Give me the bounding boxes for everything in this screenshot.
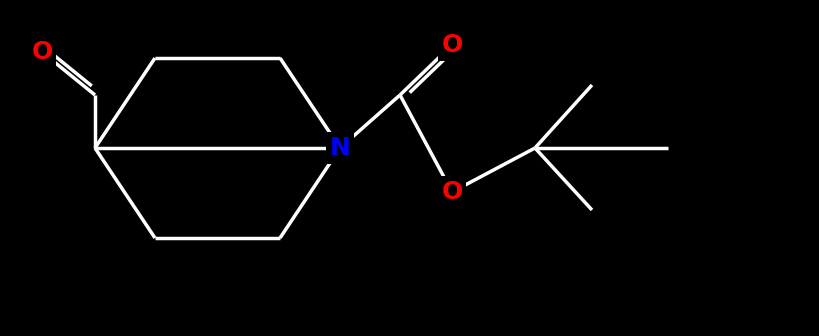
Text: O: O — [441, 33, 463, 57]
Text: O: O — [441, 180, 463, 204]
Text: N: N — [329, 136, 351, 160]
Text: O: O — [31, 40, 52, 64]
